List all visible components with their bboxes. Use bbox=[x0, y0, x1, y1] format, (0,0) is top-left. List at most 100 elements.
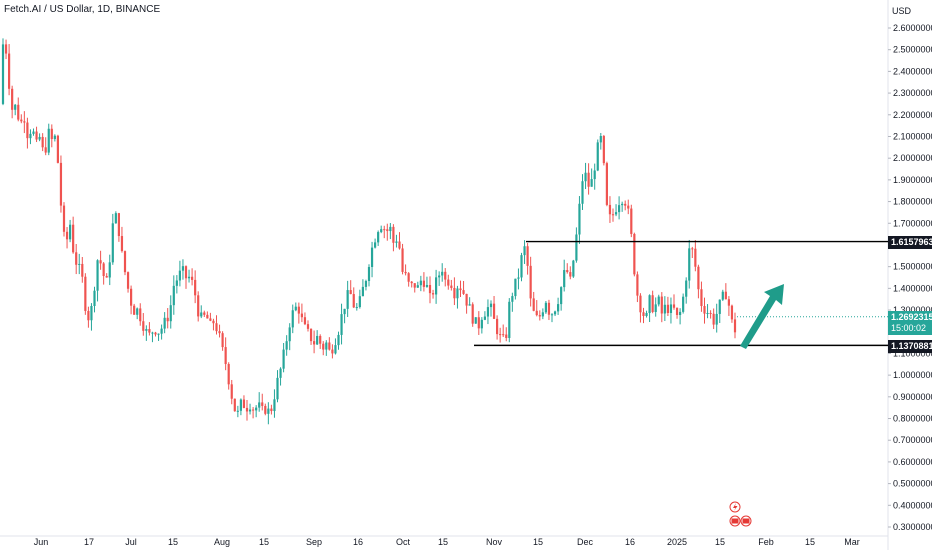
candle-body bbox=[306, 324, 310, 329]
candle-body bbox=[160, 328, 163, 334]
candle-body bbox=[563, 270, 566, 288]
y-tick-label: 2.20000000 bbox=[893, 110, 932, 120]
candle-body bbox=[511, 296, 514, 302]
candle-body bbox=[343, 308, 346, 315]
x-tick-label: 15 bbox=[805, 537, 815, 547]
candle-body bbox=[1, 44, 5, 104]
candle-body bbox=[569, 272, 572, 277]
candle-body bbox=[730, 305, 734, 320]
candle-body bbox=[712, 313, 715, 325]
candle-body bbox=[410, 281, 413, 284]
candle-body bbox=[395, 241, 398, 243]
candle-body bbox=[441, 271, 444, 276]
candle-body bbox=[148, 329, 151, 333]
candle-body bbox=[120, 236, 124, 252]
candle-body bbox=[29, 133, 32, 139]
candle-body bbox=[688, 248, 691, 281]
candle-body bbox=[435, 277, 438, 295]
candle-body bbox=[691, 248, 694, 250]
candle-body bbox=[279, 368, 282, 378]
candle-body bbox=[233, 398, 236, 412]
x-tick-label: 16 bbox=[353, 537, 363, 547]
candle-body bbox=[87, 310, 90, 321]
candle-body bbox=[596, 142, 599, 171]
candle-body bbox=[346, 290, 349, 309]
candle-body bbox=[630, 208, 633, 234]
candle-body bbox=[560, 287, 563, 305]
candle-body bbox=[93, 290, 96, 307]
candle-body bbox=[514, 278, 517, 297]
candle-body bbox=[541, 312, 544, 317]
candle-body bbox=[645, 313, 648, 316]
candle-body bbox=[215, 323, 218, 332]
candle-body bbox=[248, 409, 252, 412]
candle-body bbox=[733, 319, 737, 333]
x-tick-label: Dec bbox=[577, 537, 594, 547]
candle-body bbox=[44, 147, 47, 153]
x-tick-label: Jun bbox=[34, 537, 49, 547]
candle-body bbox=[578, 203, 581, 235]
candle-body bbox=[627, 205, 630, 209]
candle-body bbox=[181, 266, 185, 271]
candle-body bbox=[126, 272, 130, 289]
y-tick-label: 0.70000000 bbox=[893, 435, 932, 445]
candle-body bbox=[553, 311, 557, 315]
candle-body bbox=[438, 275, 441, 278]
candle-body bbox=[575, 234, 578, 261]
candle-body bbox=[377, 232, 380, 243]
candle-body bbox=[639, 295, 642, 313]
candle-body bbox=[56, 135, 59, 163]
candle-body bbox=[41, 136, 44, 148]
candle-body bbox=[657, 296, 660, 305]
candle-body bbox=[123, 251, 127, 273]
candle-body bbox=[654, 304, 657, 312]
candle-body bbox=[242, 399, 246, 408]
candle-body bbox=[520, 255, 523, 278]
candle-body bbox=[364, 281, 368, 287]
candle-body bbox=[72, 224, 75, 253]
candle-body bbox=[618, 205, 621, 213]
y-tick-label: 1.70000000 bbox=[893, 218, 932, 228]
candle-body bbox=[492, 303, 496, 319]
flag-icon bbox=[742, 518, 750, 524]
candle-body bbox=[605, 163, 608, 205]
candle-body bbox=[621, 203, 624, 206]
candle-body bbox=[614, 212, 618, 215]
candle-body bbox=[65, 231, 69, 240]
y-tick-label: 1.80000000 bbox=[893, 197, 932, 207]
candle-body bbox=[139, 308, 142, 322]
up-trend-arrow[interactable] bbox=[740, 284, 784, 349]
candle-body bbox=[340, 314, 343, 335]
candle-body bbox=[450, 285, 453, 288]
x-tick-label: 2025 bbox=[667, 537, 687, 547]
candle-body bbox=[117, 213, 120, 237]
lightning-icon bbox=[733, 503, 738, 511]
candle-body bbox=[413, 283, 416, 288]
y-tick-label: 1.40000000 bbox=[893, 283, 932, 293]
candle-body bbox=[145, 329, 148, 331]
candle-body bbox=[288, 327, 291, 342]
candle-body bbox=[425, 285, 429, 287]
candle-body bbox=[706, 312, 709, 314]
candle-body bbox=[349, 290, 352, 295]
flag-icon bbox=[731, 518, 739, 524]
candle-body bbox=[245, 407, 249, 412]
candle-body bbox=[352, 294, 355, 308]
candle-body bbox=[142, 321, 145, 331]
candle-body bbox=[62, 205, 66, 232]
symbol-title[interactable]: Fetch.AI / US Dollar, 1D, BINANCE bbox=[4, 4, 161, 15]
candle-body bbox=[316, 335, 319, 345]
candle-body bbox=[17, 104, 20, 120]
y-tick-label: 0.30000000 bbox=[893, 522, 932, 532]
candle-body bbox=[538, 315, 541, 317]
candle-body bbox=[624, 203, 627, 206]
candle-body bbox=[697, 266, 700, 290]
candle-body bbox=[389, 226, 392, 232]
candle-body bbox=[252, 409, 255, 411]
y-tick-label: 2.50000000 bbox=[893, 45, 932, 55]
candle-body bbox=[178, 270, 181, 281]
candle-body bbox=[593, 170, 596, 180]
candle-body bbox=[380, 229, 383, 233]
candle-body bbox=[331, 349, 334, 354]
